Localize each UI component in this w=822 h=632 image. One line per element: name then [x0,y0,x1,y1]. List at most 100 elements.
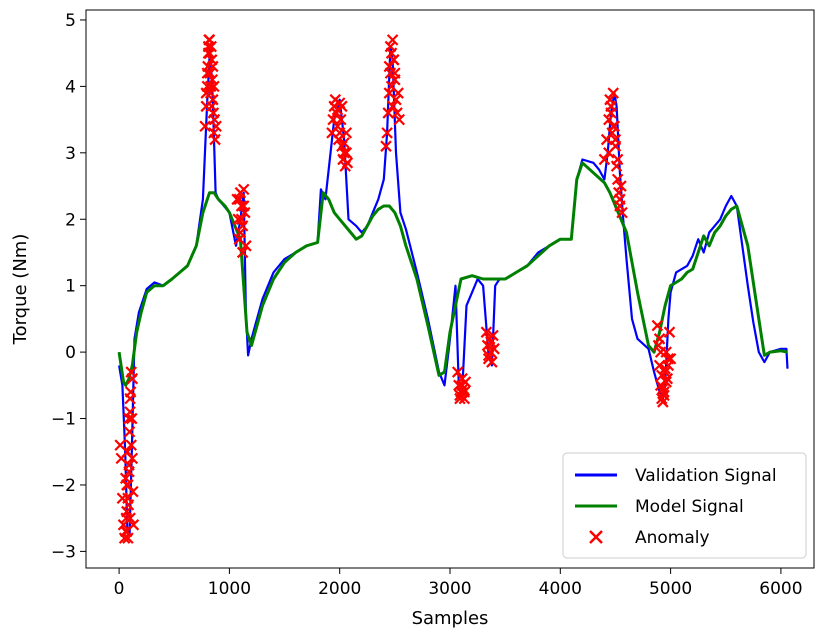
legend-swatch-anomaly [589,530,603,544]
anomaly-point [207,60,219,73]
anomaly-point [451,366,464,378]
anomaly-point [208,80,220,93]
x-tick-label: 1000 [208,579,251,599]
y-axis-label: Torque (Nm) [10,234,31,346]
y-tick-label: −1 [51,410,76,430]
anomaly-point [235,213,248,226]
anomaly-point [386,100,399,113]
legend-label: Model Signal [635,497,744,517]
legend-box [562,452,807,559]
anomaly-point [119,472,132,485]
anomaly-point [121,445,134,458]
anomaly-point [206,73,219,86]
anomaly-point [660,376,672,388]
anomaly-point [458,386,471,398]
anomaly-point [125,412,138,425]
anomaly-point [233,193,246,206]
series-layer [114,34,789,544]
anomaly-point [485,336,497,348]
x-tick-label: 5000 [649,579,692,599]
anomaly-point [385,80,398,93]
anomaly-point [657,382,669,395]
anomaly-point [656,369,668,382]
anomaly-point [486,356,498,368]
anomaly-point [614,193,626,206]
anomaly-point [341,157,354,169]
anomaly-point [331,120,344,133]
anomaly-point [390,93,402,106]
anomaly-point [661,372,674,385]
anomaly-point [234,226,247,239]
anomaly-point [123,459,135,471]
anomaly-point [340,147,353,159]
anomaly-point [236,246,249,259]
anomaly-point [122,479,134,491]
anomaly-point [603,147,615,159]
anomaly-point [124,512,136,524]
anomaly-point [611,153,624,166]
anomaly-point [482,349,495,362]
anomaly-point [609,133,622,146]
anomaly-point [611,173,624,186]
anomaly-point [203,34,216,46]
anomaly-point [209,133,221,146]
anomaly-point [127,485,139,498]
anomaly-point [384,40,397,53]
anomaly-point [382,107,395,119]
anomaly-point [381,127,393,139]
y-tick-label: 5 [65,11,76,31]
anomaly-point [237,200,250,212]
anomaly-point [125,439,138,451]
anomaly-point [480,326,493,338]
anomaly-point [651,319,664,332]
x-axis-label: Samples [412,608,489,629]
anomaly-point [386,34,399,46]
anomaly-point [389,67,401,79]
anomaly-point [121,505,133,518]
x-tick-label: 3000 [428,579,471,599]
anomaly-point [204,67,216,79]
anomaly-point [126,452,139,465]
anomaly-point [336,100,348,113]
anomaly-point [663,326,676,338]
anomaly-point [124,392,136,405]
anomaly-point [123,412,135,425]
y-axis: −3 −2 −1 0 1 2 3 4 5 [51,11,86,562]
anomaly-point [456,379,468,392]
y-tick-label: 4 [65,77,76,97]
anomaly-point [391,107,403,119]
anomaly-point [240,240,252,252]
anomaly-point [653,333,666,345]
anomaly-markers [114,34,677,544]
anomaly-point [122,492,134,505]
anomaly-point [126,372,139,385]
y-tick-label: −2 [51,476,76,496]
anomaly-point [199,120,211,133]
anomaly-point [202,47,215,59]
anomaly-point [205,40,217,53]
anomaly-point [208,113,221,126]
y-tick-label: 1 [65,277,76,297]
anomaly-point [616,206,628,219]
series-line-model [117,161,788,387]
anomaly-point [210,120,222,133]
anomaly-point [338,147,350,159]
y-tick-label: 3 [65,144,76,164]
legend-label: Validation Signal [635,466,777,486]
y-tick-label: 2 [65,210,76,230]
legend: Validation Signal Model Signal Anomaly [562,452,807,559]
y-tick-label: 0 [65,343,76,363]
anomaly-point [333,127,346,139]
anomaly-point [457,382,470,395]
anomaly-point [205,100,218,113]
anomaly-point [121,525,133,538]
anomaly-point [664,352,677,365]
anomaly-point [605,100,617,113]
anomaly-point [598,153,611,166]
anomaly-point [335,113,347,126]
anomaly-point [204,80,217,93]
anomaly-point [380,140,392,152]
legend-label: Anomaly [635,528,710,548]
anomaly-point [123,426,136,438]
